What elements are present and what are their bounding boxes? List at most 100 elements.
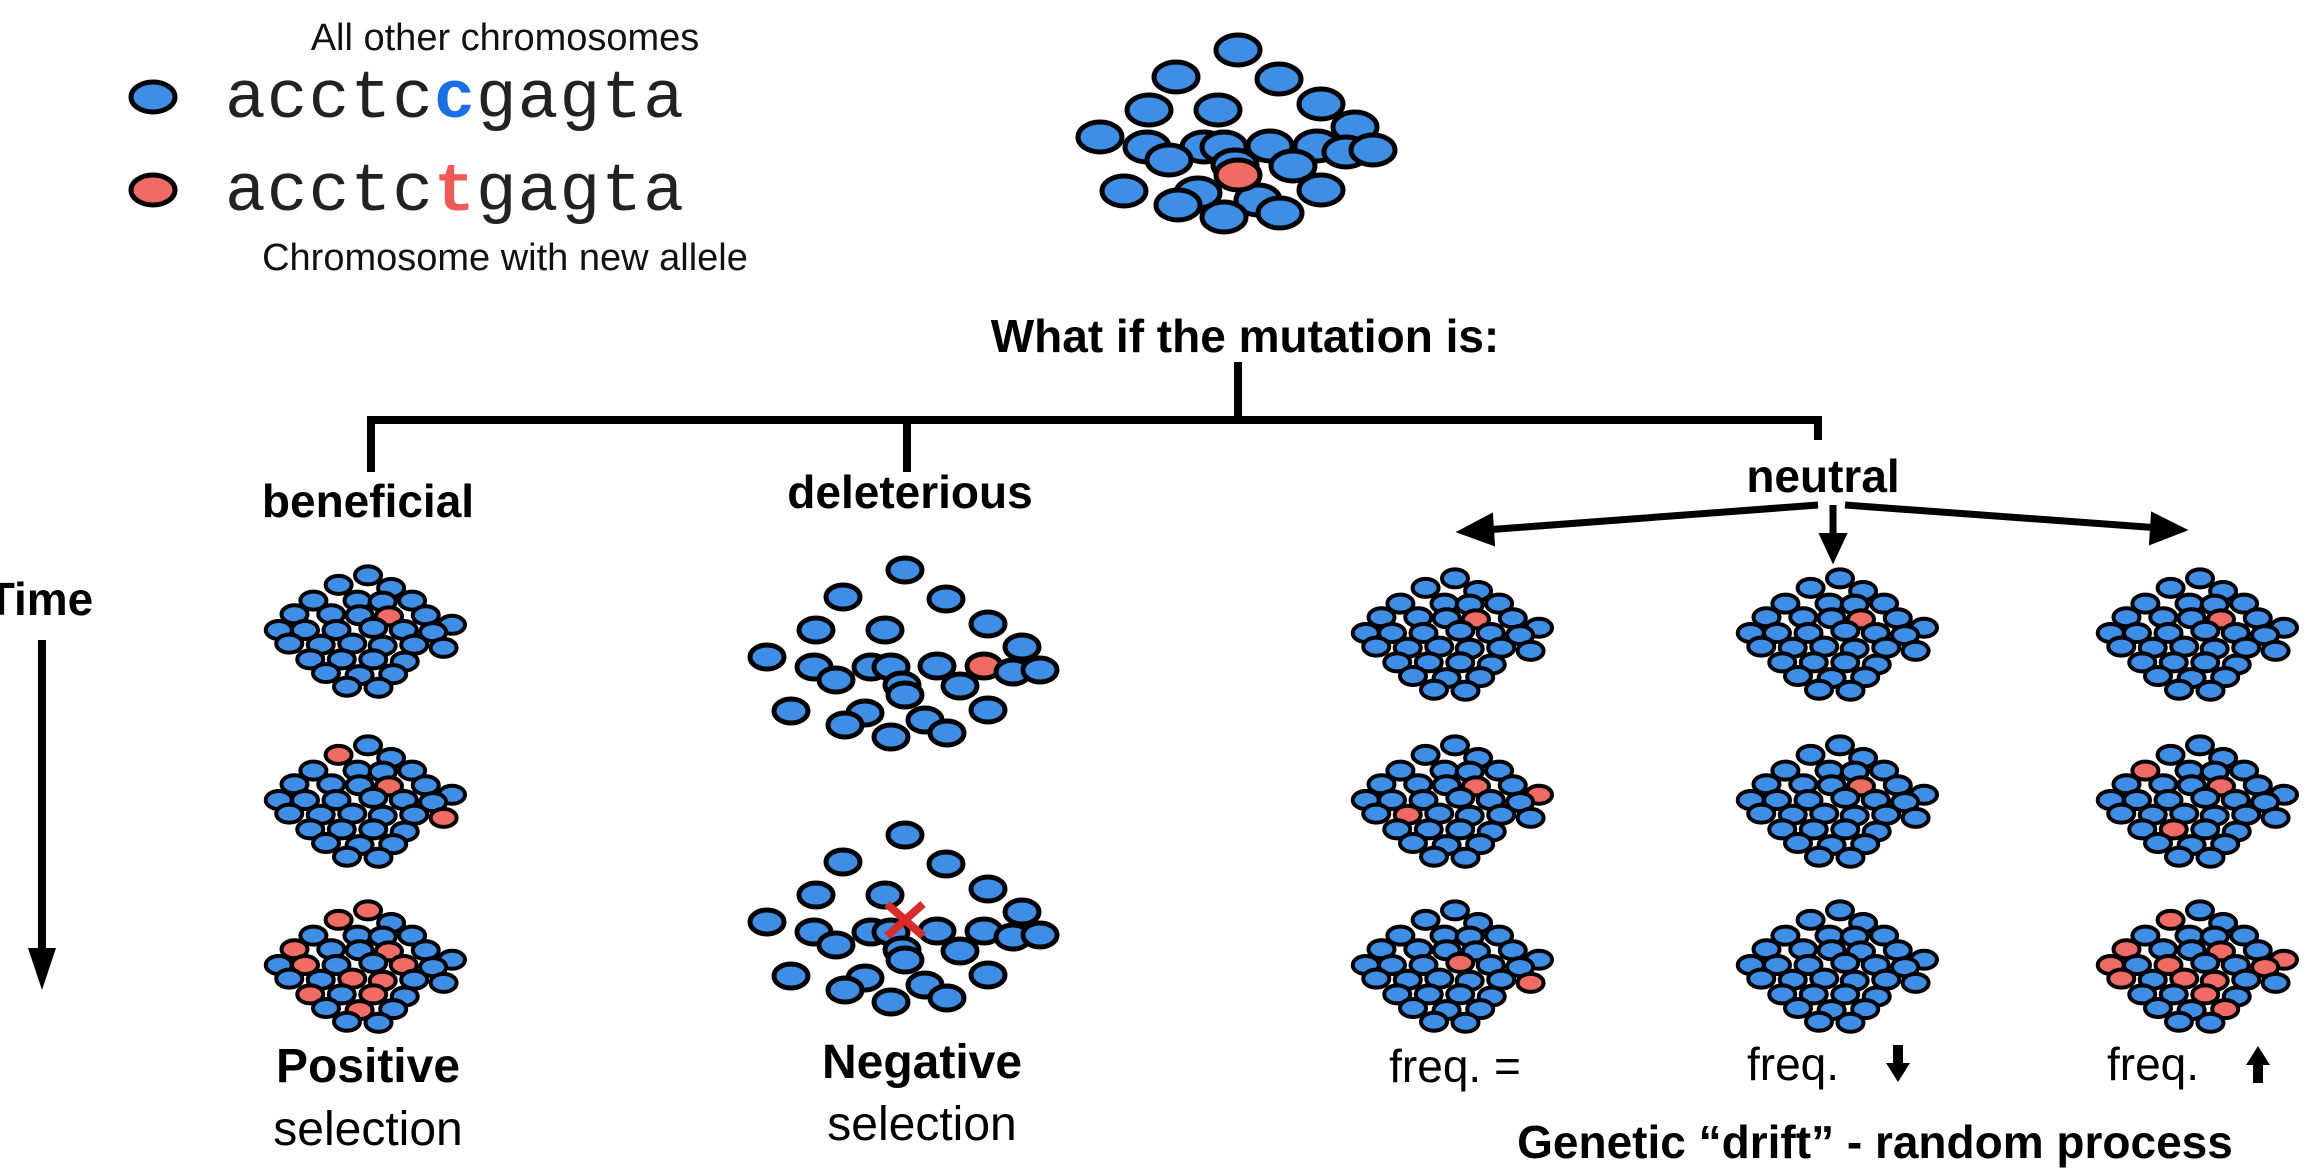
down-arrow-icon [1886, 1045, 1910, 1082]
chromosome [1762, 954, 1792, 976]
chromosome [1445, 619, 1476, 642]
new-allele-chromosome [1213, 157, 1263, 193]
chromosome [1830, 951, 1861, 974]
chromosome [1193, 92, 1243, 128]
chromosome [771, 696, 811, 726]
chromosome [1798, 651, 1829, 674]
chromosome [2106, 802, 2137, 825]
new-allele-chromosome [2158, 818, 2189, 841]
legend-bottom-label: Chromosome with new allele [262, 237, 748, 279]
chromosome [871, 987, 911, 1017]
red-chromosome-legend-dot [128, 172, 178, 208]
chromosome [1770, 759, 1801, 782]
chromosome [1835, 679, 1866, 702]
chromosome [2190, 818, 2221, 841]
chromosome [358, 648, 389, 671]
beneficial-population-t2 [263, 734, 467, 869]
chromosome [1798, 818, 1829, 841]
chromosome [397, 589, 428, 612]
neutral-down-population-t2 [1735, 734, 1939, 869]
branch-tree [367, 362, 1822, 472]
chromosome [1348, 132, 1398, 168]
chromosome [1377, 622, 1407, 644]
chromosome [353, 734, 383, 757]
chromosome [397, 924, 428, 947]
chromosome [1484, 924, 1515, 947]
chromosome [2195, 846, 2226, 869]
label-deleterious: deleterious [787, 466, 1032, 518]
time-arrow [28, 640, 56, 990]
chromosome [363, 676, 394, 699]
chromosome [1413, 983, 1444, 1006]
chromosome [1385, 759, 1416, 782]
chromosome [1450, 846, 1481, 869]
chromosome [1377, 789, 1407, 811]
new-allele-chromosome [2190, 983, 2221, 1006]
neutral-down-population-t3 [1735, 899, 1939, 1034]
chromosome [1002, 897, 1042, 927]
neutral-down-population-t1 [1735, 567, 1939, 702]
chromosome [2190, 651, 2221, 674]
chromosome [2190, 619, 2221, 642]
chromosome [1783, 997, 1813, 1020]
chromosome [823, 582, 863, 612]
caption-freq-down: freq. [1747, 1038, 1839, 1090]
chromosome [1795, 576, 1826, 599]
chromosome [326, 983, 357, 1006]
new-allele-chromosome [295, 983, 326, 1006]
label-beneficial: beneficial [262, 475, 474, 527]
chromosome [1515, 639, 1546, 662]
chromosome [1440, 734, 1470, 757]
chromosome [1804, 1010, 1834, 1033]
neutral-arrow-right-head [2148, 511, 2189, 546]
chromosome [1398, 665, 1428, 688]
chromosome [1410, 743, 1441, 766]
chromosome [1075, 119, 1125, 155]
chromosome [1795, 743, 1826, 766]
chromosome [295, 818, 326, 841]
chromosome [1783, 832, 1813, 855]
chromosome [1798, 983, 1829, 1006]
chromosome [816, 930, 856, 960]
chromosome [823, 847, 863, 877]
chromosome [796, 615, 836, 645]
chromosome [2122, 622, 2152, 644]
chromosome [968, 874, 1008, 904]
chromosome [1255, 195, 1305, 231]
chromosome [358, 616, 389, 639]
chromosome [1450, 1011, 1481, 1034]
chromosome [326, 648, 357, 671]
chromosome [885, 680, 925, 710]
chromosome [358, 818, 389, 841]
chromosome [2164, 1010, 2194, 1033]
chromosome [865, 880, 905, 910]
chromosome [1385, 592, 1416, 615]
time-label: Time [0, 573, 93, 625]
chromosome [311, 832, 341, 855]
neutral-arrows [1455, 501, 2189, 565]
chromosome [1793, 789, 1824, 811]
chromosome [1296, 172, 1346, 208]
chromosome [2153, 622, 2184, 644]
chromosome [1361, 635, 1392, 658]
chromosome [332, 675, 362, 698]
chromosome [917, 651, 957, 681]
neutral-equal-population-t1 [1350, 567, 1554, 702]
beneficial-population-t3 [263, 899, 467, 1034]
chromosome [290, 789, 320, 811]
chromosome [397, 759, 428, 782]
chromosome [1515, 806, 1546, 829]
chromosome [1445, 818, 1476, 841]
chromosome [321, 954, 352, 976]
chromosome [1199, 199, 1249, 235]
chromosome [940, 671, 980, 701]
chromosome [1382, 818, 1413, 841]
chromosome [1767, 818, 1798, 841]
chromosome [1419, 678, 1449, 701]
chromosome [2229, 592, 2260, 615]
chromosome [1830, 786, 1861, 809]
chromosome [885, 820, 925, 850]
neutral-up-population-t1 [2095, 567, 2299, 702]
blue-chromosome-legend-dot [128, 79, 178, 115]
chromosome [2260, 806, 2291, 829]
